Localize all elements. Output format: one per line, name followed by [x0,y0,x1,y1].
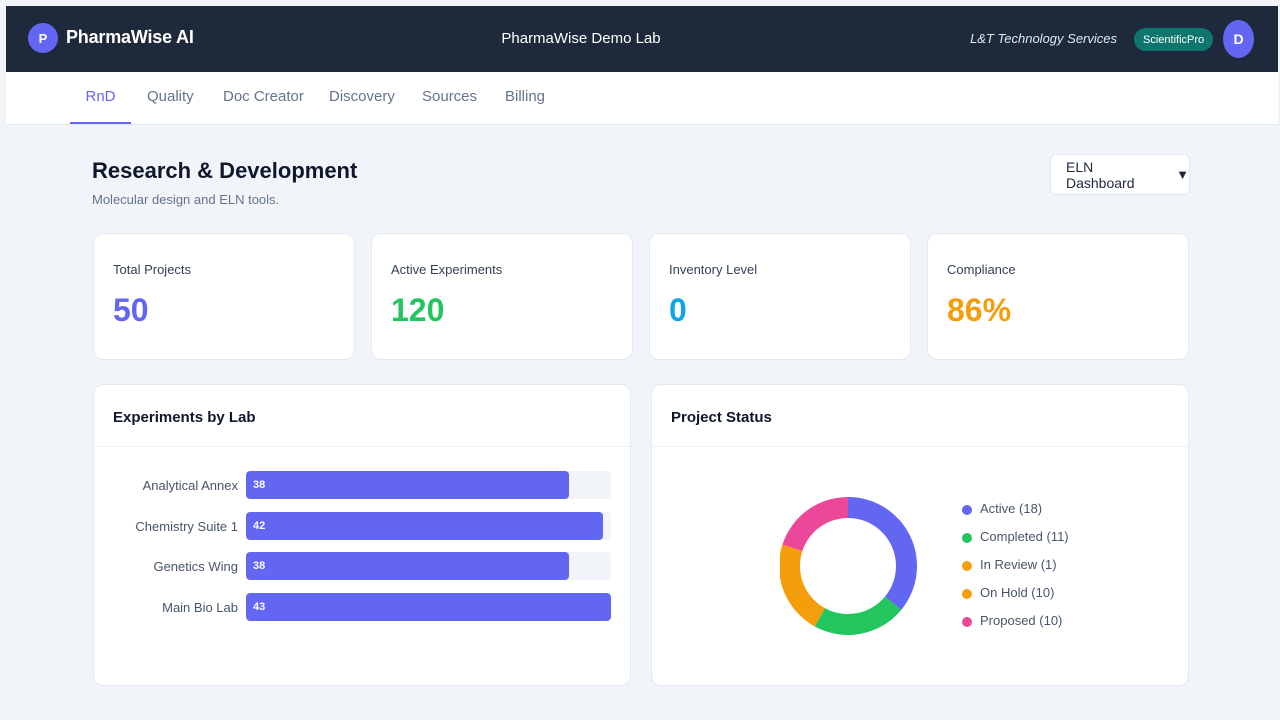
view-select-value: ELN Dashboard [1066,158,1135,191]
bar-label: Analytical Annex [142,478,238,493]
donut-slice[interactable] [807,604,825,627]
bar-label: Genetics Wing [153,559,238,574]
donut-slice[interactable] [782,497,848,552]
page-subtitle: Molecular design and ELN tools. [92,192,280,207]
legend-label: On Hold (10) [980,585,1055,600]
brand-name[interactable]: PharmaWise AI [66,27,194,47]
triangle-down-icon: ▼ [1176,167,1189,182]
tab-billing[interactable]: Billing [505,88,546,105]
donut-chart [780,497,917,635]
panel-divider [652,446,1188,447]
panel-divider [94,446,630,447]
bar-value-label: 42 [253,519,266,532]
donut-slice[interactable] [780,544,820,622]
legend-item: On Hold (10) [962,585,1069,613]
bar-label: Main Bio Lab [162,599,238,615]
chart-legend: Active (18) Completed (11) In Review (1) On… [962,501,1069,641]
experiments-by-lab-panel: Experiments by Lab Analytical Annex 38 Che… [93,384,631,686]
tab-quality[interactable]: Quality [147,88,194,105]
plan-badge: ScientificPro [1134,28,1214,51]
legend-label: Active (18) [980,501,1043,516]
stat-card-inventory-level: Inventory Level 0 [649,233,911,360]
bar-track: 42 [246,511,611,540]
bar[interactable]: 43 [246,592,611,621]
bar[interactable]: 38 [246,552,569,580]
bar-track: 38 [246,471,611,499]
page-title: Research & Development [92,158,358,183]
stat-label: Total Projects [113,262,192,277]
project-status-panel: Project Status Active (18) Completed (11)… [651,384,1189,686]
stat-value: 0 [669,292,687,328]
bar-track: 43 [246,592,611,621]
bar[interactable]: 38 [246,471,569,499]
stat-card-compliance: Compliance 86% [927,233,1189,360]
legend-item: Completed (11) [962,529,1069,557]
stat-value: 50 [113,292,149,328]
stat-label: Compliance [947,262,1016,277]
legend-dot-icon [962,561,972,571]
bar-row: Genetics Wing 38 [94,552,630,580]
legend-label: Proposed (10) [980,613,1063,628]
bar-value-label: 38 [253,560,266,572]
legend-dot-icon [962,617,972,627]
tab-doc-creator[interactable]: Doc Creator [223,88,304,105]
panel-title: Project Status [671,409,772,426]
donut-slice[interactable] [848,497,917,610]
stat-card-total-projects: Total Projects 50 [93,233,355,360]
legend-label: In Review (1) [980,557,1057,572]
legend-dot-icon [962,533,972,543]
stat-value: 86% [947,292,1012,328]
legend-dot-icon [962,589,972,599]
stat-card-active-experiments: Active Experiments 120 [371,233,633,360]
bar-row: Main Bio Lab 43 [94,592,630,621]
company-name: L&T Technology Services [970,31,1117,46]
module-tabs: RnD Quality Doc Creator Discovery Source… [6,72,1278,125]
legend-item: In Review (1) [962,557,1069,585]
tab-sources[interactable]: Sources [422,88,478,105]
stat-value: 120 [391,292,445,328]
stat-label: Inventory Level [669,262,758,277]
legend-item: Proposed (10) [962,613,1069,641]
panel-title: Experiments by Lab [113,409,256,426]
donut-slice[interactable] [814,596,902,635]
stat-label: Active Experiments [391,262,503,277]
bar-row: Chemistry Suite 1 42 [94,511,630,540]
legend-label: Completed (11) [980,529,1069,544]
user-avatar[interactable]: D [1223,20,1254,58]
bar-value-label: 38 [253,479,266,491]
bar-value-label: 43 [253,600,266,613]
lab-name: PharmaWise Demo Lab [501,30,661,47]
legend-item: Active (18) [962,501,1069,529]
bar-track: 38 [246,552,611,580]
bar[interactable]: 42 [246,511,603,540]
tab-rnd[interactable]: RnD [70,72,131,124]
tab-discovery[interactable]: Discovery [329,88,395,105]
bar-row: Analytical Annex 38 [94,471,630,499]
brand-logo-icon: P [28,23,58,53]
bar-label: Chemistry Suite 1 [135,518,238,534]
top-bar: P PharmaWise AI PharmaWise Demo Lab L&T … [6,6,1278,72]
view-select[interactable]: ELN Dashboard ▼ [1050,154,1190,195]
legend-dot-icon [962,505,972,515]
